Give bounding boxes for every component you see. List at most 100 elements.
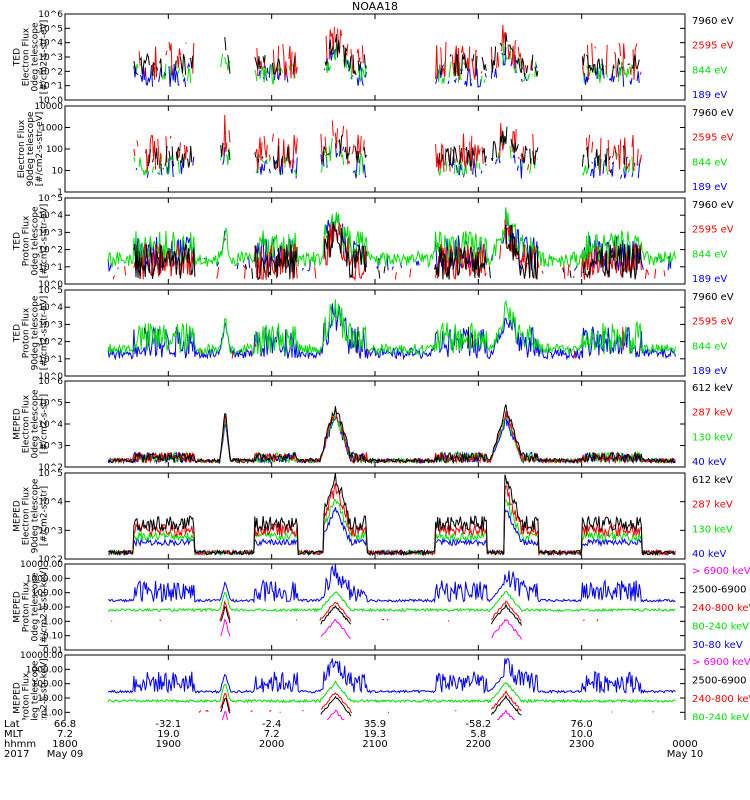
y-tick-label: 10000.00 bbox=[20, 651, 63, 661]
time-tick-hhmm: 2200 bbox=[465, 739, 492, 750]
data-area bbox=[107, 299, 676, 361]
y-axis-label-line: MEPED bbox=[13, 500, 23, 532]
legend-entry: 2595 eV bbox=[692, 317, 734, 328]
time-tick-mlt: 7.2 bbox=[263, 729, 280, 740]
y-axis-label-line: [#/cm2-s-str-keV] bbox=[40, 658, 50, 720]
y-axis-label-line: [#/cm2-s-str-keV] bbox=[40, 567, 50, 646]
legend-entry: 7960 eV bbox=[692, 292, 734, 303]
y-axis-label-line: Electron Flux bbox=[22, 27, 32, 86]
y-axis-label-line: TED bbox=[13, 232, 23, 251]
series-line bbox=[135, 138, 642, 179]
legend-entry: 2595 eV bbox=[692, 225, 734, 236]
y-tick-label: 10 bbox=[52, 167, 64, 177]
y-axis-label: MEPEDElectron Flux0deg telescope[#/cm2-s… bbox=[13, 389, 50, 459]
y-axis-label: MEPEDProton Flux90deg telescope[#/cm2-s-… bbox=[13, 658, 50, 720]
chart-panel-8: 0.010.101.0010.00100.001000.0010000.00ME… bbox=[13, 651, 750, 720]
series-line bbox=[108, 564, 676, 604]
legend-entry: 130 keV bbox=[692, 524, 733, 535]
time-tick-mlt: 5.8 bbox=[470, 729, 487, 740]
y-tick-label: 10000 bbox=[34, 102, 63, 112]
legend-entry: 844 eV bbox=[692, 157, 727, 168]
y-tick-label: 10^5 bbox=[38, 399, 63, 409]
time-tick-mlt: 19.0 bbox=[157, 729, 180, 740]
y-axis-label-line: 0deg telescope bbox=[31, 206, 41, 276]
y-axis-label-line: Electron Flux bbox=[22, 486, 32, 545]
y-tick-label: 0.10 bbox=[43, 632, 63, 642]
time-tick-date bbox=[138, 750, 198, 760]
series-line bbox=[138, 24, 642, 81]
y-axis-label-line: MEPED bbox=[13, 682, 23, 714]
y-tick-label: 10^1 bbox=[38, 263, 63, 273]
mlt-row-label: MLT bbox=[4, 729, 23, 740]
time-tick-lat: -58.2 bbox=[465, 719, 492, 730]
y-axis-label: Electron Flux90deg telescope[#/cm2-s-str… bbox=[17, 111, 45, 186]
y-tick-label: 10^2 bbox=[38, 555, 63, 565]
y-axis-label-line: Proton Flux bbox=[22, 307, 32, 358]
y-axis-label-line: TED bbox=[13, 48, 23, 67]
legend-entry: 612 keV bbox=[692, 383, 733, 394]
time-tick-mlt: 7.2 bbox=[57, 729, 73, 740]
y-axis-label-line: 0deg telescope bbox=[31, 22, 41, 92]
series-line bbox=[108, 473, 676, 557]
time-tick-column: 66.8 7.2 1800 May 09 bbox=[35, 720, 95, 760]
legend-entry: 612 keV bbox=[692, 475, 733, 486]
legend-entry: 2500-6900 bbox=[692, 585, 747, 596]
y-axis-label-line: Electron Flux bbox=[17, 119, 27, 178]
y-tick-label: 10^5 bbox=[38, 469, 63, 479]
y-axis-label-line: [#/cm2-s-str] bbox=[40, 486, 50, 546]
series-line bbox=[107, 507, 676, 557]
y-axis-label-line: [#/cm2-s-str-eV] bbox=[40, 296, 50, 371]
y-axis-label: TEDProton Flux0deg telescope[#/cm2-s-str… bbox=[13, 204, 50, 279]
y-tick-label: 10^6 bbox=[38, 10, 63, 20]
y-axis-label-line: 90deg telescope bbox=[26, 111, 36, 186]
legend-entry: 240-800 keV bbox=[692, 694, 750, 705]
time-tick-date bbox=[448, 750, 508, 760]
legend-entry: 240-800 keV bbox=[692, 603, 750, 614]
y-axis-label: MEPEDProton Flux0deg telescope[#/cm2-s-s… bbox=[13, 567, 50, 646]
y-tick-label: 10^3 bbox=[38, 442, 63, 452]
series-line bbox=[134, 33, 641, 77]
series-line bbox=[133, 114, 642, 173]
y-tick-label: 100.00 bbox=[32, 680, 64, 690]
hhmm-row-label: hhmm bbox=[4, 739, 37, 750]
data-area bbox=[133, 114, 642, 179]
time-tick-column: -2.4 7.2 2000 bbox=[242, 720, 302, 760]
data-area bbox=[107, 207, 676, 279]
y-tick-label: 10^6 bbox=[38, 377, 63, 387]
y-tick-label: 10^0 bbox=[38, 372, 63, 382]
legend-entry: 40 keV bbox=[692, 549, 726, 560]
legend-entry: 2500-6900 bbox=[692, 676, 747, 687]
time-axis: Lat MLT hhmm 2017 66.8 7.2 1800 May 09 -32.1… bbox=[0, 718, 750, 800]
y-axis-label-line: [#/cm2-s-str] bbox=[40, 394, 50, 454]
series-line bbox=[220, 694, 522, 717]
y-axis-label-line: Proton Flux bbox=[22, 215, 32, 266]
series-line bbox=[134, 47, 641, 87]
time-tick-column: -32.1 19.0 1900 bbox=[138, 720, 198, 760]
plot-frame bbox=[64, 472, 686, 560]
chart-panel-5: 10^2 10^3 10^4 10^5 10^6 MEPEDElectron Flux0d… bbox=[13, 377, 733, 473]
y-axis-label-line: Proton Flux bbox=[22, 581, 32, 632]
y-tick-label: 10^2 bbox=[38, 246, 63, 256]
time-tick-date: May 09 bbox=[46, 749, 84, 760]
time-tick-lat: 76.0 bbox=[570, 719, 593, 730]
y-tick-label: 10^3 bbox=[38, 526, 63, 536]
time-tick-hhmm: 2000 bbox=[258, 739, 285, 750]
legend-entry: 189 eV bbox=[692, 90, 727, 101]
data-area bbox=[108, 564, 676, 640]
series-line bbox=[107, 657, 676, 695]
y-tick-label: 1.00 bbox=[43, 617, 63, 627]
y-tick-label: 100.00 bbox=[32, 589, 64, 599]
series-line bbox=[148, 127, 640, 169]
series-line bbox=[107, 207, 676, 268]
data-area bbox=[107, 404, 676, 465]
time-tick-hhmm: 1800 bbox=[52, 739, 78, 750]
time-tick-date bbox=[242, 750, 302, 760]
time-tick-date bbox=[552, 750, 612, 760]
time-tick-date bbox=[345, 750, 405, 760]
series-line bbox=[220, 618, 522, 640]
series-line bbox=[108, 590, 676, 613]
plot-frame bbox=[64, 563, 686, 651]
legend-entry: 844 eV bbox=[692, 341, 727, 352]
